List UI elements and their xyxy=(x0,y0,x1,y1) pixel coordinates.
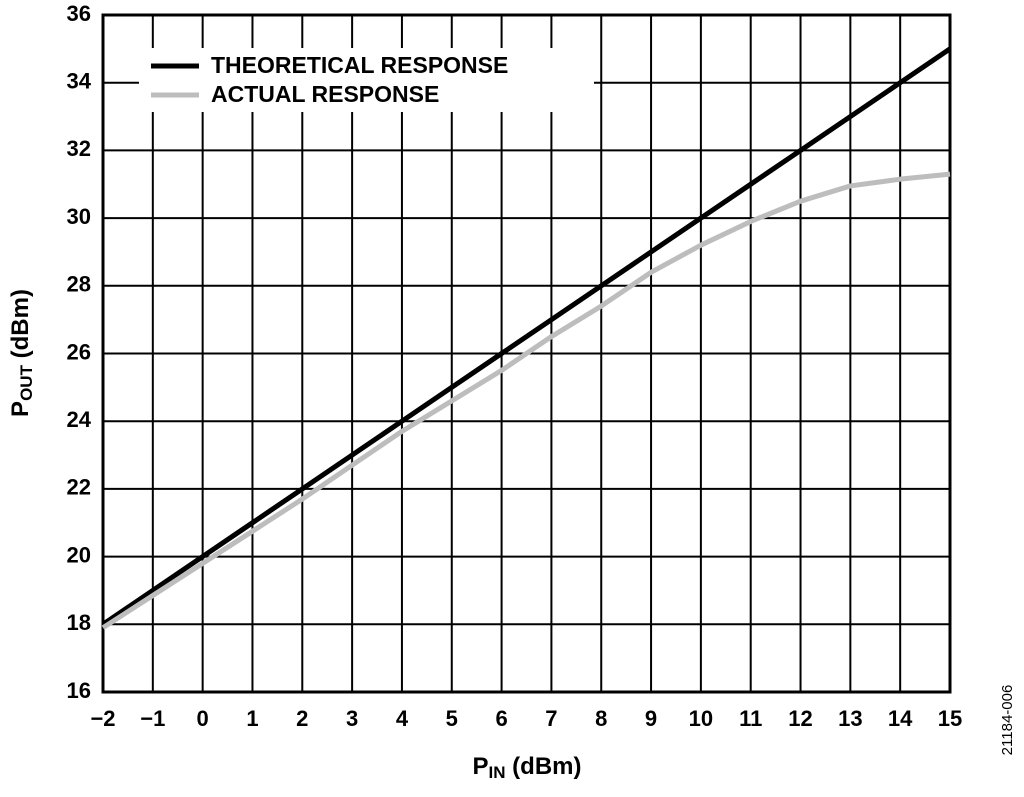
y-tick-label: 30 xyxy=(67,204,91,229)
x-tick-label: 5 xyxy=(446,706,458,731)
series-line xyxy=(101,46,952,627)
x-tick-label: 12 xyxy=(788,706,812,731)
y-tick-label: 16 xyxy=(67,678,91,703)
x-tick-label: 14 xyxy=(888,706,913,731)
x-axis-title: PIN (dBm) xyxy=(473,753,582,782)
legend-label: THEORETICAL RESPONSE xyxy=(211,52,508,78)
x-tick-label: 13 xyxy=(838,706,862,731)
x-tick-label: 2 xyxy=(296,706,308,731)
x-tick-label: 3 xyxy=(346,706,358,731)
y-title-rest: (dBm) xyxy=(7,289,34,365)
y-axis-title: POUT (dBm) xyxy=(7,289,36,417)
x-tick-label: 9 xyxy=(645,706,657,731)
x-title-sub: IN xyxy=(489,763,506,782)
x-tick-label: 7 xyxy=(545,706,557,731)
x-tick-label: 11 xyxy=(739,706,762,731)
y-tick-label: 18 xyxy=(67,610,91,635)
y-tick-label: 26 xyxy=(67,339,91,364)
y-title-sub: OUT xyxy=(17,364,36,401)
x-tick-label: −2 xyxy=(90,706,115,731)
y-title-main: P xyxy=(7,401,34,417)
x-tick-label: 6 xyxy=(495,706,507,731)
x-tick-label: 1 xyxy=(246,706,258,731)
plot-frame xyxy=(101,13,952,694)
legend-box xyxy=(139,48,594,112)
y-tick-label: 34 xyxy=(67,69,92,94)
x-tick-label: 10 xyxy=(689,706,713,731)
x-tick-label: −1 xyxy=(140,706,165,731)
y-tick-label: 20 xyxy=(67,542,91,567)
legend-label: ACTUAL RESPONSE xyxy=(211,81,439,107)
x-tick-label: 15 xyxy=(938,706,962,731)
y-tick-label: 36 xyxy=(67,1,91,26)
x-title-rest: (dBm) xyxy=(506,753,582,780)
y-tick-label: 22 xyxy=(67,475,91,500)
x-title-main: P xyxy=(473,753,489,780)
y-tick-label: 28 xyxy=(67,272,91,297)
x-tick-label: 0 xyxy=(197,706,209,731)
series-line xyxy=(101,171,951,630)
figure-id: 21184-006 xyxy=(999,685,1016,756)
y-tick-label: 24 xyxy=(67,407,92,432)
y-tick-label: 32 xyxy=(67,136,91,161)
x-tick-label: 4 xyxy=(396,706,409,731)
x-tick-label: 8 xyxy=(595,706,607,731)
